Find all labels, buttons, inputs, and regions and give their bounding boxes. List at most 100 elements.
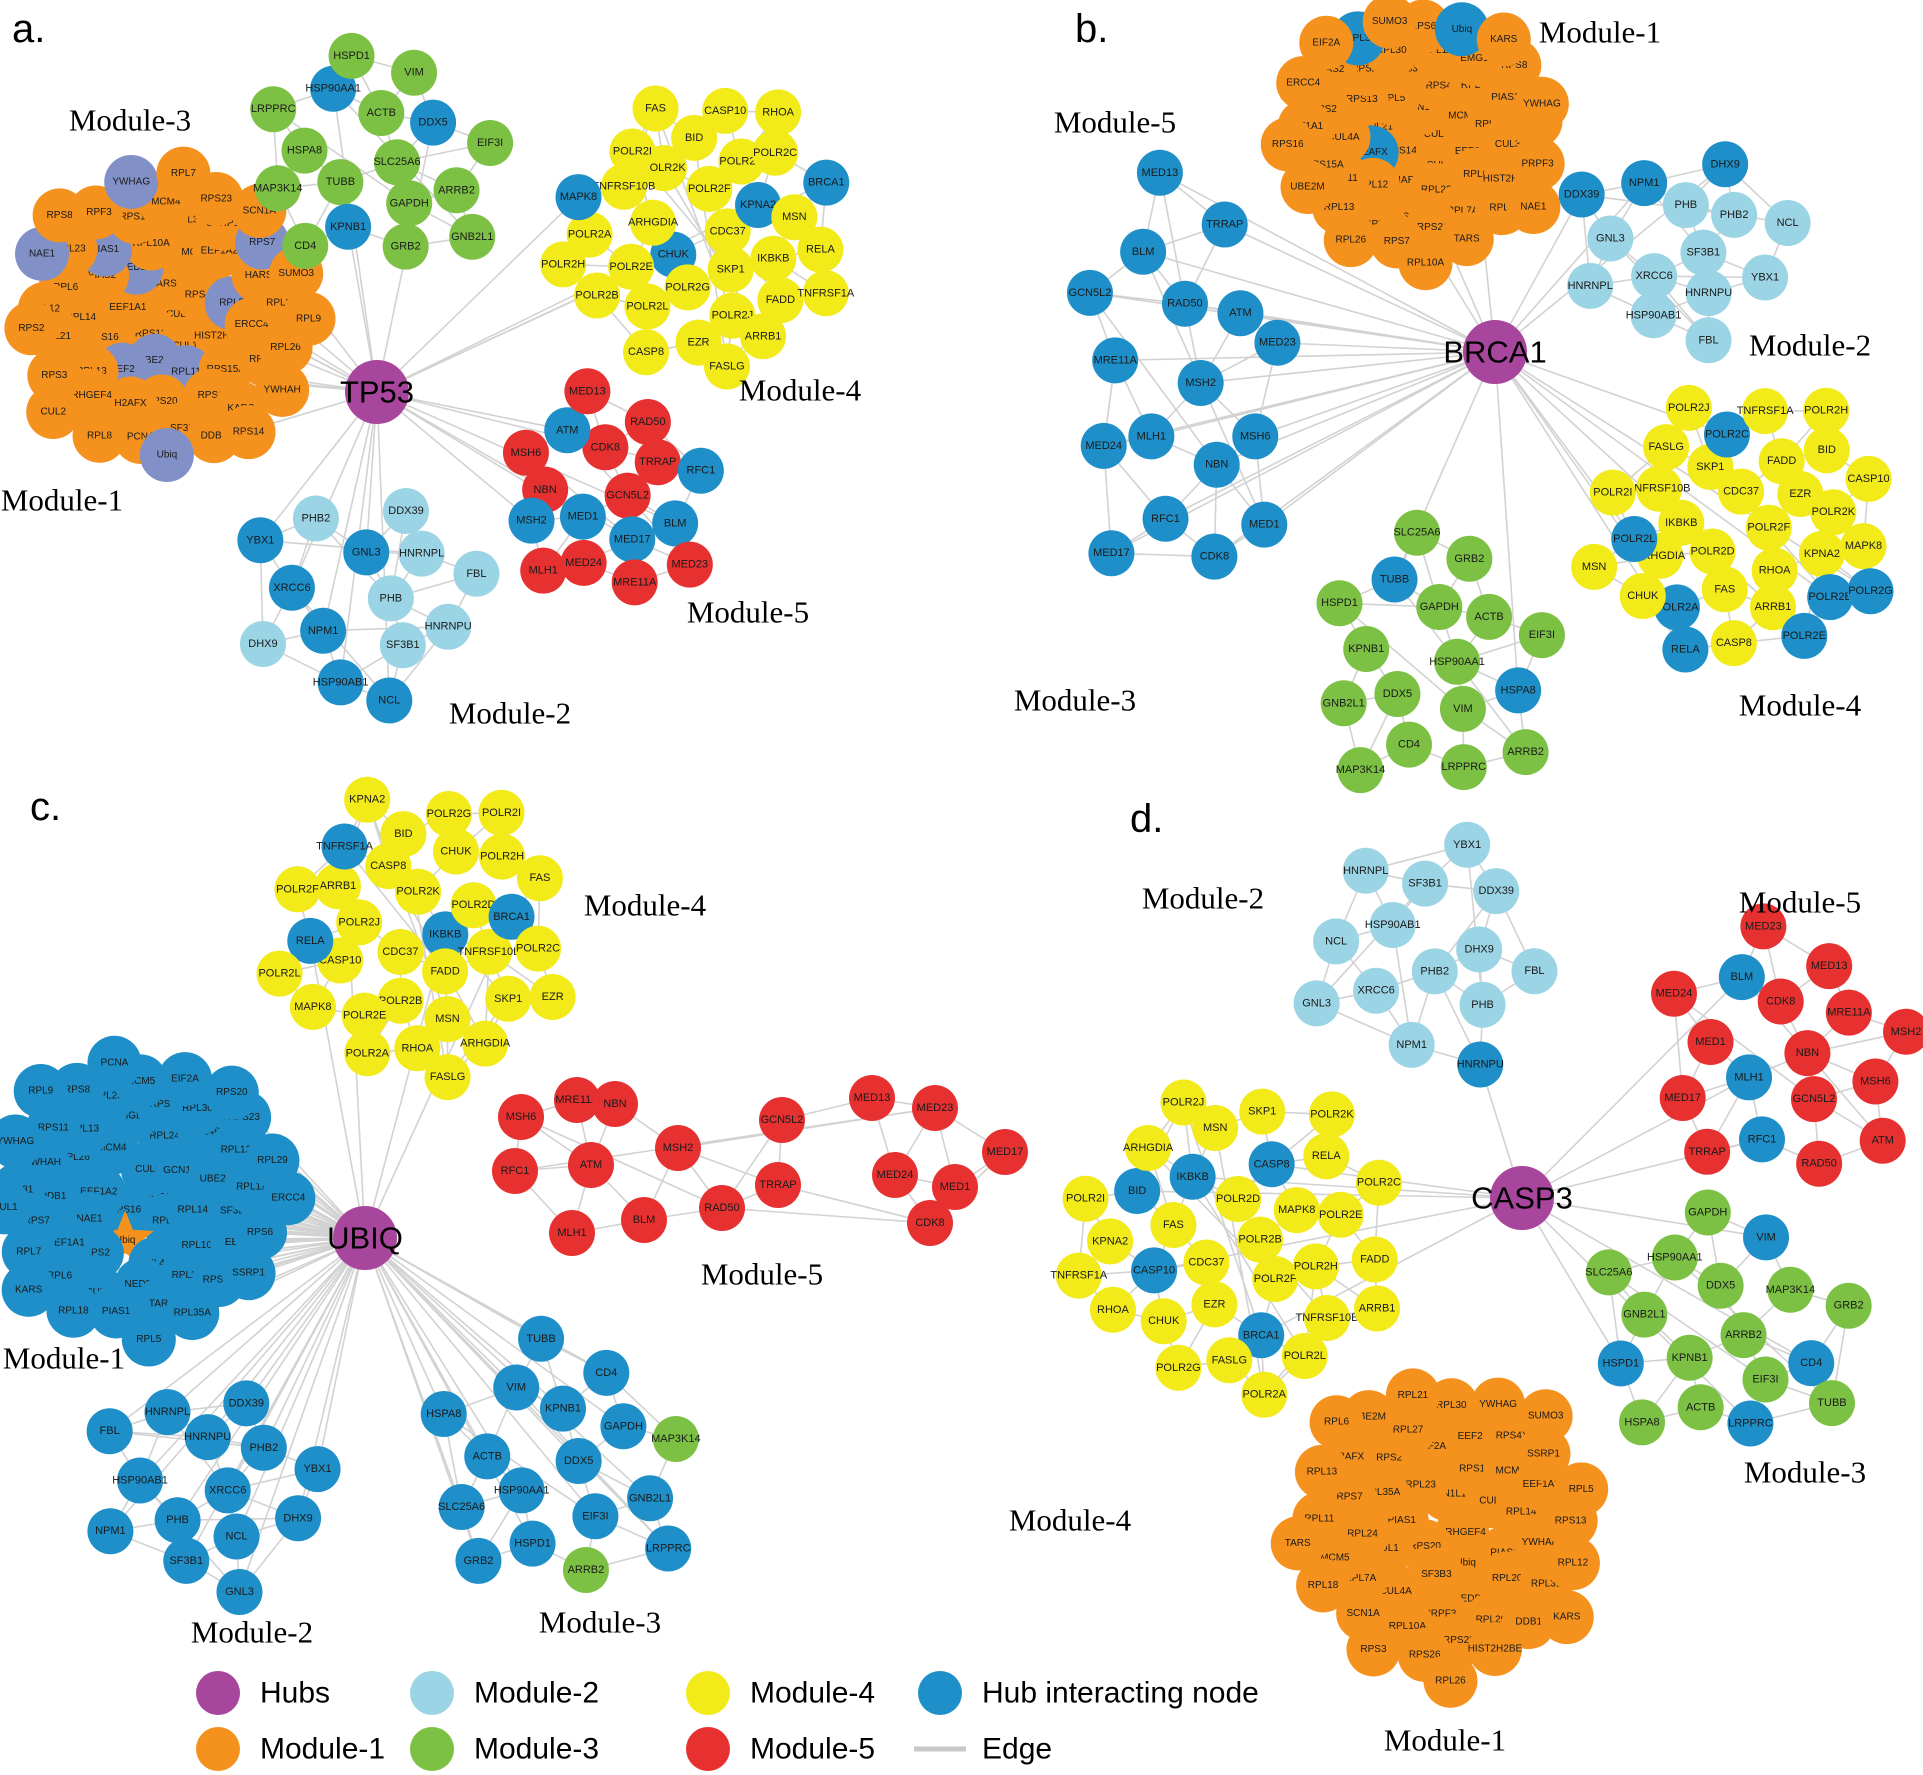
network-node-vim[interactable]: VIM	[493, 1364, 540, 1411]
network-node-fadd[interactable]: FADD	[1758, 438, 1805, 485]
network-node-lrpprc[interactable]: LRPPRC	[645, 1525, 692, 1572]
network-node-grb2[interactable]: GRB2	[455, 1537, 502, 1584]
network-node-fas[interactable]: FAS	[632, 85, 679, 132]
network-node-ybx1[interactable]: YBX1	[237, 517, 284, 564]
network-node-rpl10a[interactable]: RPL10A	[1398, 236, 1453, 291]
network-node-ncl[interactable]: NCL	[1313, 918, 1360, 965]
network-node-kars[interactable]: KARS	[1, 1262, 56, 1317]
network-node-rpl7[interactable]: RPL7	[156, 146, 211, 201]
network-node-trrap[interactable]: TRRAP	[634, 439, 681, 486]
network-node-grb2[interactable]: GRB2	[1825, 1282, 1872, 1329]
network-node-hspa8[interactable]: HSPA8	[1495, 667, 1542, 714]
network-node-casp10[interactable]: CASP10	[1845, 455, 1892, 502]
network-node-polr2l[interactable]: POLR2L	[1611, 516, 1658, 563]
network-node-gnb2l1[interactable]: GNB2L1	[1320, 680, 1367, 727]
network-node-ddx39[interactable]: DDX39	[1473, 868, 1520, 915]
network-node-mlh1[interactable]: MLH1	[1726, 1054, 1773, 1101]
network-node-hnrnpu[interactable]: HNRNPU	[184, 1414, 231, 1461]
network-node-gapdh[interactable]: GAPDH	[1416, 584, 1463, 631]
network-node-fbl[interactable]: FBL	[1685, 317, 1732, 364]
network-node-cd4[interactable]: CD4	[1386, 721, 1433, 768]
network-node-polr2d[interactable]: POLR2D	[1215, 1176, 1262, 1223]
network-node-hspa8[interactable]: HSPA8	[281, 127, 328, 174]
network-node-ddx5[interactable]: DDX5	[1374, 670, 1421, 717]
network-node-ybx1[interactable]: YBX1	[1444, 821, 1491, 868]
network-node-casp8[interactable]: CASP8	[1710, 620, 1757, 667]
network-node-blm[interactable]: BLM	[1718, 954, 1765, 1001]
network-node-ywhag[interactable]: YWHAG	[104, 154, 159, 209]
network-node-med24[interactable]: MED24	[1080, 422, 1127, 469]
network-node-rpl8[interactable]: RPL8	[72, 408, 127, 463]
network-node-rela[interactable]: RELA	[1662, 626, 1709, 673]
network-node-msh2[interactable]: MSH2	[655, 1125, 701, 1171]
network-node-msh6[interactable]: MSH6	[502, 429, 549, 476]
network-node-rfc1[interactable]: RFC1	[1142, 495, 1189, 542]
network-node-grb2[interactable]: GRB2	[1446, 535, 1493, 582]
network-node-ikbkb[interactable]: IKBKB	[750, 235, 797, 282]
network-node-mre11a[interactable]: MRE11A	[1825, 989, 1872, 1036]
network-node-fadd[interactable]: FADD	[1351, 1236, 1398, 1283]
network-node-msh6[interactable]: MSH6	[1232, 413, 1279, 460]
network-node-bid[interactable]: BID	[380, 811, 427, 858]
network-node-polr2j[interactable]: POLR2J	[1160, 1079, 1207, 1126]
network-node-polr2i[interactable]: POLR2I	[609, 128, 656, 175]
network-node-kpnb1[interactable]: KPNB1	[1343, 626, 1390, 673]
network-node-atm[interactable]: ATM	[568, 1142, 614, 1188]
network-node-cul2[interactable]: CUL2	[26, 385, 81, 440]
network-node-hnrnpl[interactable]: HNRNPL	[1342, 847, 1389, 894]
network-node-rps3[interactable]: RPS3	[1346, 1622, 1401, 1677]
network-node-med23[interactable]: MED23	[666, 541, 713, 588]
network-node-rad50[interactable]: RAD50	[699, 1185, 745, 1231]
network-node-msh2[interactable]: MSH2	[1883, 1008, 1923, 1055]
network-node-tars[interactable]: TARS	[1270, 1516, 1325, 1571]
network-node-kars[interactable]: KARS	[1476, 12, 1531, 67]
network-node-cd4[interactable]: CD4	[583, 1349, 630, 1396]
network-node-polr2l[interactable]: POLR2L	[1281, 1332, 1328, 1379]
network-node-casp10[interactable]: CASP10	[1131, 1247, 1178, 1294]
network-node-blm[interactable]: BLM	[652, 500, 699, 547]
network-node-nbn[interactable]: NBN	[1784, 1030, 1831, 1077]
network-node-polr2i[interactable]: POLR2I	[478, 789, 525, 836]
network-node-gcn5l2[interactable]: GCN5L2	[759, 1097, 805, 1143]
network-node-rad50[interactable]: RAD50	[1796, 1140, 1843, 1187]
network-node-skp1[interactable]: SKP1	[485, 975, 532, 1022]
network-node-atm[interactable]: ATM	[1217, 290, 1264, 337]
network-node-phb2[interactable]: PHB2	[292, 495, 339, 542]
network-node-gnl3[interactable]: GNL3	[216, 1568, 263, 1615]
network-node-polr2i[interactable]: POLR2I	[1589, 469, 1636, 516]
network-node-fadd[interactable]: FADD	[422, 948, 469, 995]
network-node-ddx39[interactable]: DDX39	[1558, 171, 1605, 218]
network-node-casp8[interactable]: CASP8	[623, 329, 670, 376]
network-node-polr2g[interactable]: POLR2G	[1155, 1344, 1202, 1391]
network-node-med13[interactable]: MED13	[849, 1075, 895, 1121]
network-node-tubb[interactable]: TUBB	[1371, 556, 1418, 603]
network-node-rpl13[interactable]: RPL13	[1294, 1444, 1349, 1499]
network-node-pcna[interactable]: PCNA	[87, 1035, 142, 1090]
network-node-arrb2[interactable]: ARRB2	[1720, 1312, 1767, 1359]
network-node-cdk8[interactable]: CDK8	[1757, 978, 1804, 1025]
network-node-ikbkb[interactable]: IKBKB	[1169, 1153, 1216, 1200]
network-node-rps20[interactable]: RPS20	[204, 1065, 259, 1120]
network-node-nbn[interactable]: NBN	[592, 1081, 638, 1127]
network-node-nae1[interactable]: NAE1	[1506, 180, 1561, 235]
network-node-polr2b[interactable]: POLR2B	[574, 272, 621, 319]
network-node-xrcc6[interactable]: XRCC6	[204, 1467, 251, 1514]
network-node-eif2a[interactable]: EIF2A	[158, 1052, 213, 1107]
network-node-rpl26[interactable]: RPL26	[1323, 213, 1378, 268]
network-node-npm1[interactable]: NPM1	[1388, 1021, 1435, 1068]
network-node-ezr[interactable]: EZR	[1191, 1281, 1238, 1328]
network-node-fbl[interactable]: FBL	[1511, 948, 1558, 995]
network-node-cdk8[interactable]: CDK8	[907, 1200, 953, 1246]
network-node-rpl9[interactable]: RPL9	[281, 291, 336, 346]
network-node-rpl5[interactable]: RPL5	[121, 1312, 176, 1367]
network-node-chuk[interactable]: CHUK	[1140, 1298, 1187, 1345]
network-node-actb[interactable]: ACTB	[1677, 1384, 1724, 1431]
network-node-ybx1[interactable]: YBX1	[1742, 254, 1789, 301]
network-node-polr2j[interactable]: POLR2J	[1665, 384, 1712, 431]
network-node-mapk8[interactable]: MAPK8	[289, 983, 336, 1030]
network-node-med17[interactable]: MED17	[982, 1129, 1028, 1175]
network-node-gnb2l1[interactable]: GNB2L1	[1621, 1291, 1668, 1338]
network-node-tubb[interactable]: TUBB	[518, 1315, 565, 1362]
network-node-cdk8[interactable]: CDK8	[1191, 533, 1238, 580]
network-node-cd4[interactable]: CD4	[282, 222, 329, 269]
